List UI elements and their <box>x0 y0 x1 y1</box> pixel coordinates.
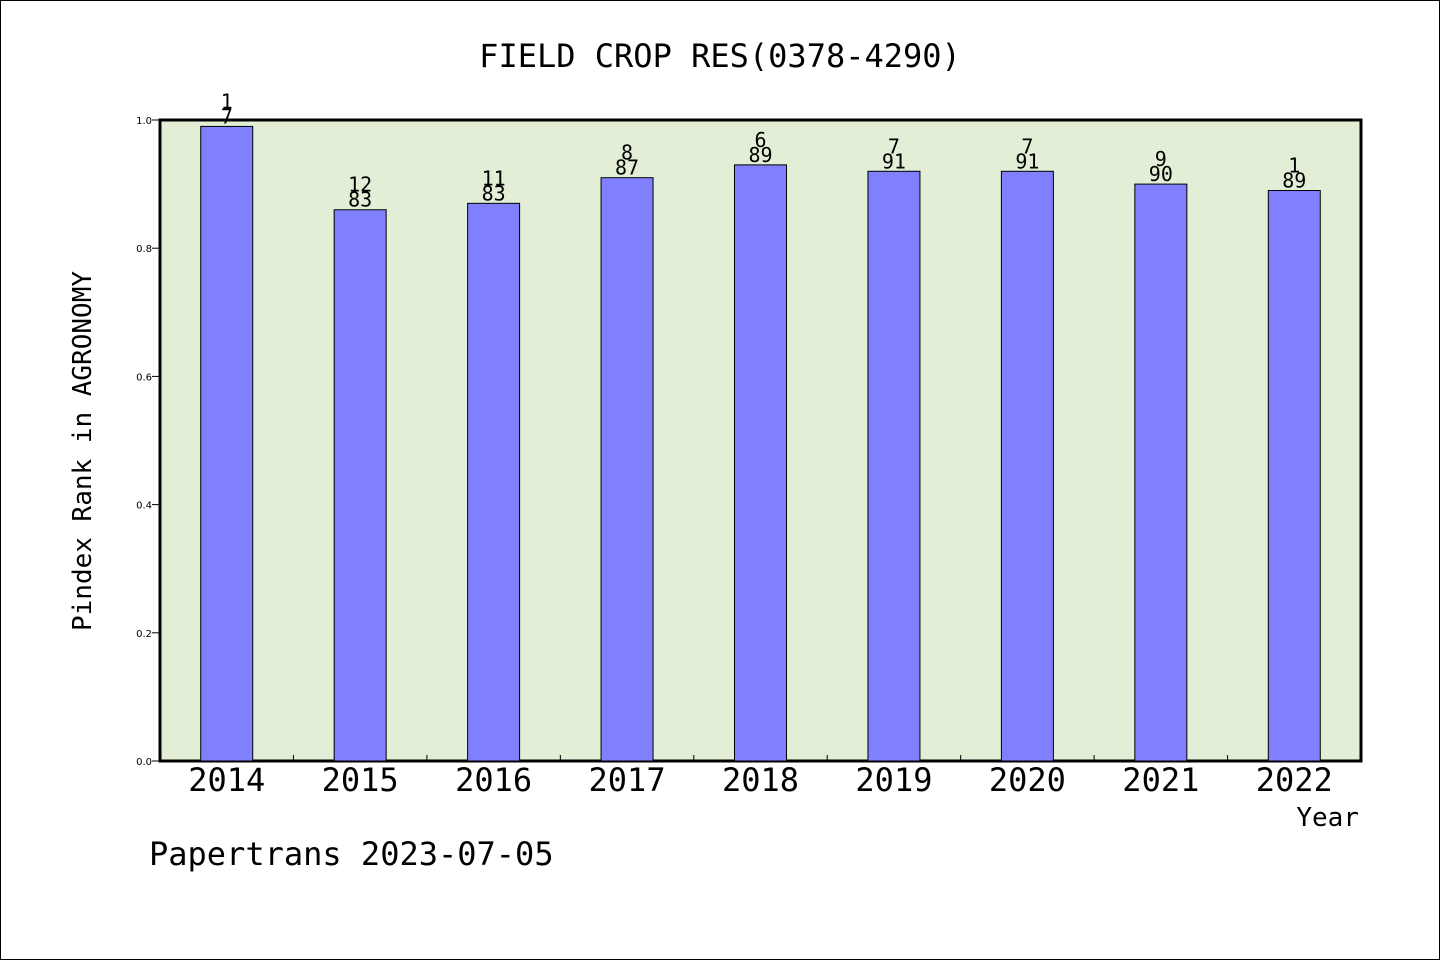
bar <box>600 177 654 762</box>
y-tick-label: 0.8 <box>136 244 152 255</box>
bar <box>1267 190 1321 762</box>
bar-label-percentile: 90 <box>1149 162 1173 186</box>
x-axis-label: Year <box>1296 803 1359 833</box>
y-axis-label: Pindex Rank in AGRONOMY <box>68 271 98 631</box>
bar-label-rank: 7 <box>888 134 900 158</box>
x-tick-label: 2014 <box>188 761 265 799</box>
x-tick-label: 2020 <box>989 761 1066 799</box>
x-tick-label: 2018 <box>722 761 799 799</box>
bar-label-rank: 12 <box>348 173 372 197</box>
bar <box>333 209 387 762</box>
bar <box>734 164 787 762</box>
bar <box>1134 183 1188 762</box>
bar-label-percentile: 89 <box>748 143 772 167</box>
x-axis: 2014 2015 2016 2017 2018 2019 2020 2021 2022 <box>188 755 1333 799</box>
bar-label-rank: 1 <box>1288 154 1300 178</box>
y-tick-label: 0.4 <box>136 501 152 512</box>
x-tick-label: 2021 <box>1122 761 1199 799</box>
bar-label-rank: 6 <box>754 128 766 152</box>
x-tick-label: 2015 <box>322 761 399 799</box>
bar-label-rank: 11 <box>482 166 506 190</box>
x-tick-label: 2016 <box>455 761 532 799</box>
bar-label-percentile: 91 <box>882 149 906 173</box>
bar-label-percentile: 91 <box>1015 149 1039 173</box>
bar-label-rank: 8 <box>621 141 633 165</box>
bar-label-percentile: 89 <box>1282 169 1306 193</box>
bar-label-rank: 9 <box>1155 147 1167 171</box>
y-tick-label: 0.6 <box>136 372 152 383</box>
bar-label-rank: 7 <box>1021 134 1033 158</box>
x-tick-label: 2017 <box>589 761 666 799</box>
bar-label-percentile: 83 <box>348 188 372 212</box>
bar <box>1000 170 1054 762</box>
footer-text: Papertrans 2023-07-05 <box>149 835 554 873</box>
y-tick-label: 0.2 <box>136 629 152 640</box>
x-tick-label: 2019 <box>855 761 932 799</box>
bar <box>467 202 521 762</box>
bars-group <box>200 125 1321 762</box>
y-tick-label: 0.0 <box>136 757 152 768</box>
bar <box>867 170 921 762</box>
y-tick-label: 1.0 <box>136 116 152 127</box>
bar-label-percentile: 7 <box>221 104 233 128</box>
bar <box>200 125 254 762</box>
x-tick-label: 2022 <box>1256 761 1333 799</box>
bar-label-percentile: 87 <box>615 156 639 180</box>
chart-title: FIELD CROP RES(0378-4290) <box>479 37 961 75</box>
bar-label-percentile: 83 <box>482 181 506 205</box>
y-axis: 0.0 0.2 0.4 0.6 0.8 1.0 <box>136 116 160 768</box>
bar-label-rank: 1 <box>221 89 233 113</box>
